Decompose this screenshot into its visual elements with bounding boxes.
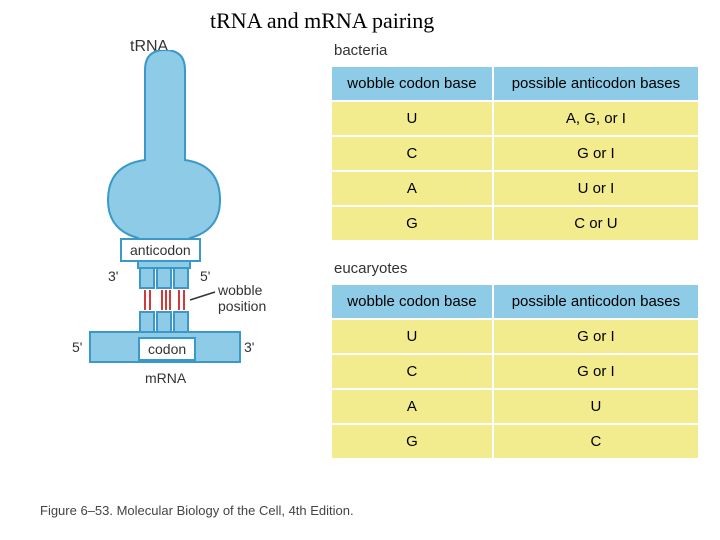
codon-tooth-2	[157, 312, 171, 332]
wobble-label-line2: position	[218, 298, 266, 314]
col-header-base: wobble codon base	[331, 66, 493, 101]
cell-anti: U	[493, 389, 699, 424]
cell-base: G	[331, 424, 493, 459]
bacteria-table: wobble codon base possible anticodon bas…	[330, 65, 700, 242]
eucaryotes-table: wobble codon base possible anticodon bas…	[330, 283, 700, 460]
codon-label: codon	[138, 337, 196, 361]
mrna-3prime: 3'	[244, 339, 254, 355]
table-row: AU or I	[331, 171, 699, 206]
table-row: UG or I	[331, 319, 699, 354]
cell-base: U	[331, 101, 493, 136]
anticodon-tooth-1	[140, 268, 154, 288]
anticodon-tooth-3	[174, 268, 188, 288]
table-row: UA, G, or I	[331, 101, 699, 136]
figure-caption: Figure 6–53. Molecular Biology of the Ce…	[40, 503, 354, 518]
tables-region: bacteria wobble codon base possible anti…	[330, 38, 700, 478]
cell-anti: A, G, or I	[493, 101, 699, 136]
table-row: CG or I	[331, 136, 699, 171]
wobble-pointer	[190, 292, 215, 300]
cell-base: C	[331, 354, 493, 389]
trna-3prime: 3'	[108, 268, 118, 284]
anticodon-label: anticodon	[120, 238, 201, 262]
cell-anti: U or I	[493, 171, 699, 206]
table-row: AU	[331, 389, 699, 424]
trna-shape	[108, 50, 220, 268]
anticodon-tooth-2	[157, 268, 171, 288]
cell-base: A	[331, 389, 493, 424]
page-title: tRNA and mRNA pairing	[210, 8, 434, 34]
eucaryotes-caption: eucaryotes	[334, 260, 700, 277]
base-pair-bonds	[145, 290, 184, 310]
cell-anti: C or U	[493, 206, 699, 241]
cell-anti: G or I	[493, 354, 699, 389]
col-header-anticodon: possible anticodon bases	[493, 66, 699, 101]
table-row: CG or I	[331, 354, 699, 389]
cell-anti: G or I	[493, 136, 699, 171]
cell-base: A	[331, 171, 493, 206]
col-header-anticodon: possible anticodon bases	[493, 284, 699, 319]
cell-anti: G or I	[493, 319, 699, 354]
codon-tooth-3	[174, 312, 188, 332]
trna-mrna-diagram: anticodon codon 3' 5' 5' 3' wobble posit…	[60, 50, 300, 450]
mrna-label: mRNA	[145, 370, 186, 386]
cell-base: C	[331, 136, 493, 171]
col-header-base: wobble codon base	[331, 284, 493, 319]
cell-base: U	[331, 319, 493, 354]
mrna-5prime: 5'	[72, 339, 82, 355]
table-row: GC	[331, 424, 699, 459]
codon-tooth-1	[140, 312, 154, 332]
table-row: GC or U	[331, 206, 699, 241]
wobble-label-line1: wobble	[218, 282, 262, 298]
cell-base: G	[331, 206, 493, 241]
cell-anti: C	[493, 424, 699, 459]
trna-5prime: 5'	[200, 268, 210, 284]
bacteria-caption: bacteria	[334, 42, 700, 59]
